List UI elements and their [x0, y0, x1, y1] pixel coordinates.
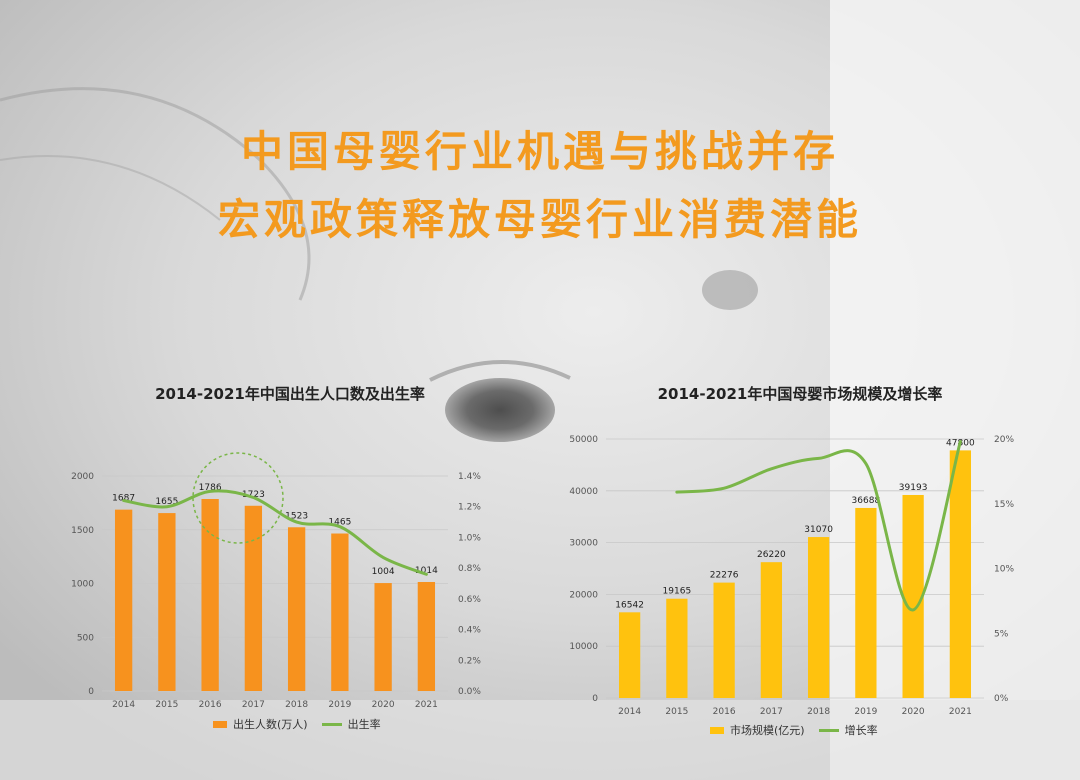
chart2-xtick: 2021	[949, 707, 972, 717]
chart1-data-label: 1687	[112, 494, 135, 504]
chart1-bar	[374, 583, 392, 691]
chart1-data-label: 1465	[328, 518, 351, 528]
chart1-ytick-right: 0.8%	[458, 564, 481, 574]
chart2-data-label: 16542	[615, 600, 644, 610]
chart1-ytick-right: 1.2%	[458, 503, 481, 513]
chart1-highlight-circle	[192, 452, 284, 544]
chart1-data-label: 1655	[155, 497, 178, 507]
headline-line-2: 宏观政策释放母婴行业消费潜能	[217, 195, 862, 244]
headline-line-1: 中国母婴行业机遇与挑战并存	[240, 127, 839, 176]
chart2-ytick-right: 15%	[994, 500, 1014, 510]
chart1-ytick-right: 1.4%	[458, 472, 481, 482]
legend-births-label: 出生人数(万人)	[233, 718, 308, 731]
chart2-bar	[713, 582, 735, 698]
chart2-ytick-left: 30000	[569, 539, 598, 549]
chart1-data-label: 1523	[285, 511, 308, 521]
chart2-data-label: 31070	[804, 525, 833, 535]
chart2-bar	[949, 450, 972, 698]
chart1-line-series	[122, 489, 428, 576]
chart2-xtick: 2019	[854, 707, 877, 717]
chart2-ytick-left: 20000	[569, 590, 598, 600]
chart1-ytick-left: 2000	[71, 472, 94, 482]
chart1-xtick: 2017	[242, 700, 265, 710]
chart2-xtick: 2017	[760, 707, 783, 717]
chart1-bar	[158, 513, 176, 691]
chart2-xtick: 2014	[618, 707, 641, 717]
chart1-xtick: 2014	[112, 700, 135, 710]
legend-birthrate-label: 出生率	[347, 718, 381, 731]
chart1-data-label: 1014	[415, 566, 438, 576]
chart2-ytick-left: 10000	[569, 642, 598, 652]
chart1-ytick-right: 0.2%	[458, 656, 481, 666]
chart1-xtick: 2019	[328, 700, 351, 710]
chart1-bar	[114, 509, 133, 691]
chart2-line-series	[675, 440, 962, 612]
chart2-bar	[618, 612, 641, 698]
chart1-ytick-right: 1.0%	[458, 533, 481, 543]
chart1-ytick-right: 0.0%	[458, 687, 481, 697]
chart2-xtick: 2020	[902, 707, 925, 717]
chart1-ytick-right: 0.4%	[458, 626, 481, 636]
legend-birthrate-swatch	[321, 722, 342, 726]
chart2-bar	[807, 537, 830, 698]
chart2-data-label: 36688	[852, 496, 881, 506]
chart2-ytick-right: 5%	[994, 629, 1009, 639]
chart1-ytick-left: 1500	[71, 526, 94, 536]
legend-market-swatch	[710, 726, 724, 734]
legend-market-label: 市场规模(亿元)	[730, 724, 805, 737]
chart1-bar	[287, 527, 306, 691]
chart2-bar	[760, 562, 783, 698]
chart2-legend: 市场规模(亿元) 增长率	[710, 722, 878, 738]
chart1-ytick-left: 1000	[71, 580, 94, 590]
chart2-bar	[902, 494, 924, 698]
chart1-ytick-left: 0	[88, 687, 94, 697]
chart1-bar	[331, 533, 349, 691]
chart1-legend: 出生人数(万人) 出生率	[213, 716, 381, 732]
chart2-ytick-left: 40000	[569, 487, 598, 497]
chart1-xtick: 2021	[415, 700, 438, 710]
chart2-bar	[855, 507, 877, 698]
chart1-xtick: 2018	[285, 700, 308, 710]
chart1-xtick: 2015	[155, 700, 178, 710]
chart2-data-label: 22276	[710, 571, 739, 581]
chart2-ytick-right: 10%	[994, 565, 1014, 575]
chart2-xtick: 2015	[665, 707, 688, 717]
chart2-ytick-right: 20%	[994, 435, 1014, 445]
chart1-bar	[201, 499, 219, 691]
chart2-data-label: 39193	[899, 483, 928, 493]
chart2-ytick-left: 50000	[569, 435, 598, 445]
chart1-ytick-right: 0.6%	[458, 595, 481, 605]
chart1-data-label: 1004	[372, 567, 395, 577]
legend-births-swatch	[213, 720, 227, 728]
chart2-title: 2014-2021年中国母婴市场规模及增长率	[657, 385, 943, 403]
chart1-data-label: 1723	[242, 490, 265, 500]
chart2-xtick: 2016	[713, 707, 736, 717]
chart2-bar	[666, 598, 688, 698]
chart1-title: 2014-2021年中国出生人口数及出生率	[155, 385, 425, 403]
legend-growth-swatch	[818, 728, 839, 732]
chart1-xtick: 2016	[199, 700, 222, 710]
chart2-ytick-left: 0	[592, 694, 598, 704]
legend-growth-label: 增长率	[844, 724, 878, 737]
chart2-data-label: 19165	[663, 587, 692, 597]
chart2-xtick: 2018	[807, 707, 830, 717]
chart1-bar	[417, 581, 436, 691]
chart1-bar	[244, 505, 263, 691]
chart1-data-label: 1786	[199, 483, 222, 493]
chart2-ytick-right: 0%	[994, 694, 1009, 704]
chart2-data-label: 26220	[757, 550, 786, 560]
chart1-xtick: 2020	[372, 700, 395, 710]
chart1-ytick-left: 500	[77, 633, 94, 643]
